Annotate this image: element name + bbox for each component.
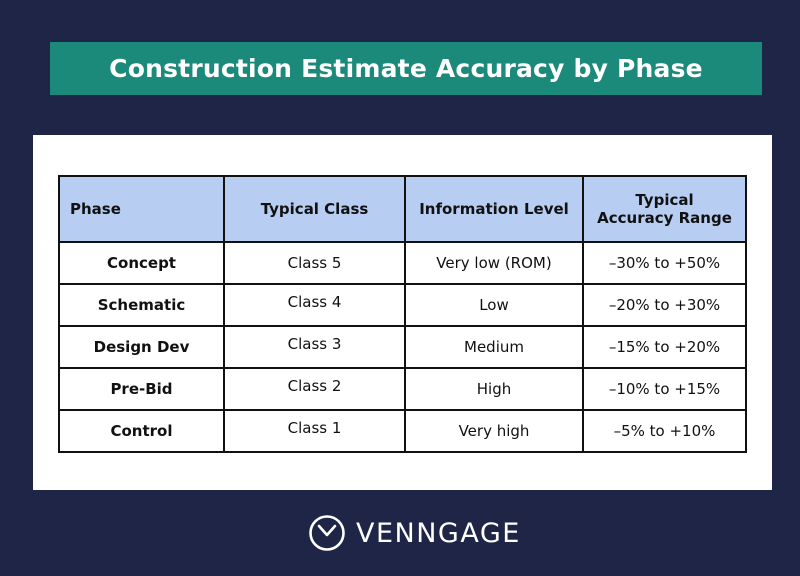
cell-range: –5% to +10% [582, 409, 747, 453]
venngage-logo: VENNGAGE [308, 514, 521, 552]
cell-info: Very high [404, 409, 584, 453]
cell-info: Medium [404, 325, 584, 369]
cell-info: Low [404, 283, 584, 327]
venngage-logo-icon [309, 515, 345, 551]
header-accuracy-line2: Accuracy Range [597, 209, 732, 227]
cell-phase: Design Dev [58, 325, 225, 369]
cell-range: –20% to +30% [582, 283, 747, 327]
brand-name: VENNGAGE [356, 517, 521, 549]
table-row: Design Dev Class 3 Medium –15% to +20% [58, 325, 747, 369]
table-row: Control Class 1 Very high –5% to +10% [58, 409, 747, 453]
table-row: Concept Class 5 Very low (ROM) –30% to +… [58, 241, 747, 285]
cell-info: High [404, 367, 584, 411]
cell-phase: Concept [58, 241, 225, 285]
header-accuracy-range: Typical Accuracy Range [582, 175, 747, 243]
cell-phase: Pre-Bid [58, 367, 225, 411]
table-row: Schematic Class 4 Low –20% to +30% [58, 283, 747, 327]
header-phase: Phase [58, 175, 225, 243]
cell-class: Class 1 [223, 409, 406, 453]
cell-phase: Control [58, 409, 225, 453]
page-title: Construction Estimate Accuracy by Phase [109, 54, 703, 83]
cell-class: Class 5 [223, 241, 406, 285]
cell-range: –10% to +15% [582, 367, 747, 411]
accuracy-table: Phase Typical Class Information Level Ty… [58, 175, 747, 453]
cell-class: Class 2 [223, 367, 406, 411]
table-header-row: Phase Typical Class Information Level Ty… [58, 175, 747, 243]
cell-range: –15% to +20% [582, 325, 747, 369]
header-typical-class: Typical Class [223, 175, 406, 243]
table-row: Pre-Bid Class 2 High –10% to +15% [58, 367, 747, 411]
table-panel: Phase Typical Class Information Level Ty… [33, 135, 772, 490]
cell-info: Very low (ROM) [404, 241, 584, 285]
header-accuracy-line1: Typical [635, 191, 694, 209]
cell-range: –30% to +50% [582, 241, 747, 285]
title-banner: Construction Estimate Accuracy by Phase [50, 42, 762, 95]
cell-phase: Schematic [58, 283, 225, 327]
header-information-level: Information Level [404, 175, 584, 243]
cell-class: Class 4 [223, 283, 406, 327]
cell-class: Class 3 [223, 325, 406, 369]
